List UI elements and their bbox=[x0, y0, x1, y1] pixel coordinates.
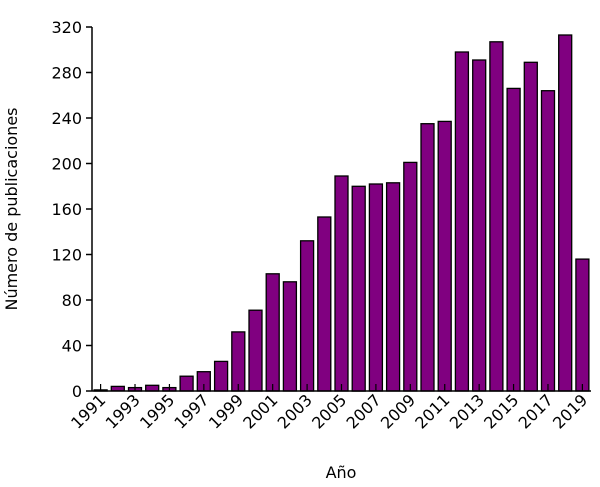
y-tick-label: 200 bbox=[51, 155, 82, 174]
bar-2010 bbox=[420, 123, 435, 392]
bar-2013 bbox=[472, 59, 487, 392]
bar-2017 bbox=[540, 90, 556, 392]
bar-2007 bbox=[368, 183, 384, 392]
x-axis: 1991199319951997199920012003200520072009… bbox=[67, 384, 591, 433]
y-axis: 0 40 80 120 160 200 240 280 320 bbox=[51, 18, 93, 401]
bar-2014 bbox=[489, 41, 504, 392]
y-tick-label: 0 bbox=[72, 382, 82, 401]
bar-2003 bbox=[299, 240, 315, 392]
x-tick-label: 2005 bbox=[308, 390, 350, 432]
bar-2004 bbox=[317, 216, 332, 392]
bar-2011 bbox=[437, 120, 452, 392]
y-tick-label: 120 bbox=[51, 246, 82, 265]
x-tick-label: 2015 bbox=[480, 390, 522, 432]
x-tick-label: 2019 bbox=[549, 390, 591, 432]
bar-2001 bbox=[265, 273, 280, 392]
x-tick-label: 1997 bbox=[170, 390, 212, 432]
bar-2002 bbox=[282, 281, 298, 392]
bar-2016 bbox=[523, 61, 538, 392]
x-tick-label: 1999 bbox=[205, 390, 247, 432]
y-tick-label: 240 bbox=[51, 109, 82, 128]
bar-2006 bbox=[351, 185, 366, 392]
y-tick-label: 40 bbox=[62, 337, 82, 356]
bars bbox=[93, 34, 590, 392]
bar-1998 bbox=[213, 360, 229, 392]
x-tick-label: 2017 bbox=[515, 390, 557, 432]
bar-2000 bbox=[248, 309, 263, 392]
bar-2009 bbox=[403, 161, 418, 392]
x-axis-label: Año bbox=[326, 463, 357, 482]
bar-1994 bbox=[145, 384, 160, 392]
bar-1992 bbox=[110, 385, 125, 392]
bar-1996 bbox=[179, 375, 194, 392]
bar-2018 bbox=[558, 34, 573, 392]
bar-2008 bbox=[385, 182, 401, 392]
x-tick-label: 2001 bbox=[239, 390, 281, 432]
x-tick-label: 1993 bbox=[102, 390, 144, 432]
y-tick-label: 320 bbox=[51, 18, 82, 37]
y-tick-label: 80 bbox=[62, 291, 82, 310]
x-tick-label: 2011 bbox=[411, 390, 453, 432]
bar-2019 bbox=[575, 258, 590, 392]
bar-1999 bbox=[231, 331, 246, 392]
bar-2005 bbox=[334, 175, 349, 392]
y-tick-label: 280 bbox=[51, 64, 82, 83]
bar-2015 bbox=[506, 87, 521, 392]
y-axis-label: Número de publicaciones bbox=[2, 107, 21, 310]
bar-2012 bbox=[454, 51, 470, 392]
x-tick-label: 1995 bbox=[136, 390, 178, 432]
x-tick-label: 2013 bbox=[446, 390, 488, 432]
x-tick-label: 2009 bbox=[377, 390, 419, 432]
x-tick-label: 2003 bbox=[274, 390, 316, 432]
x-tick-label: 2007 bbox=[343, 390, 385, 432]
y-tick-label: 160 bbox=[51, 200, 82, 219]
